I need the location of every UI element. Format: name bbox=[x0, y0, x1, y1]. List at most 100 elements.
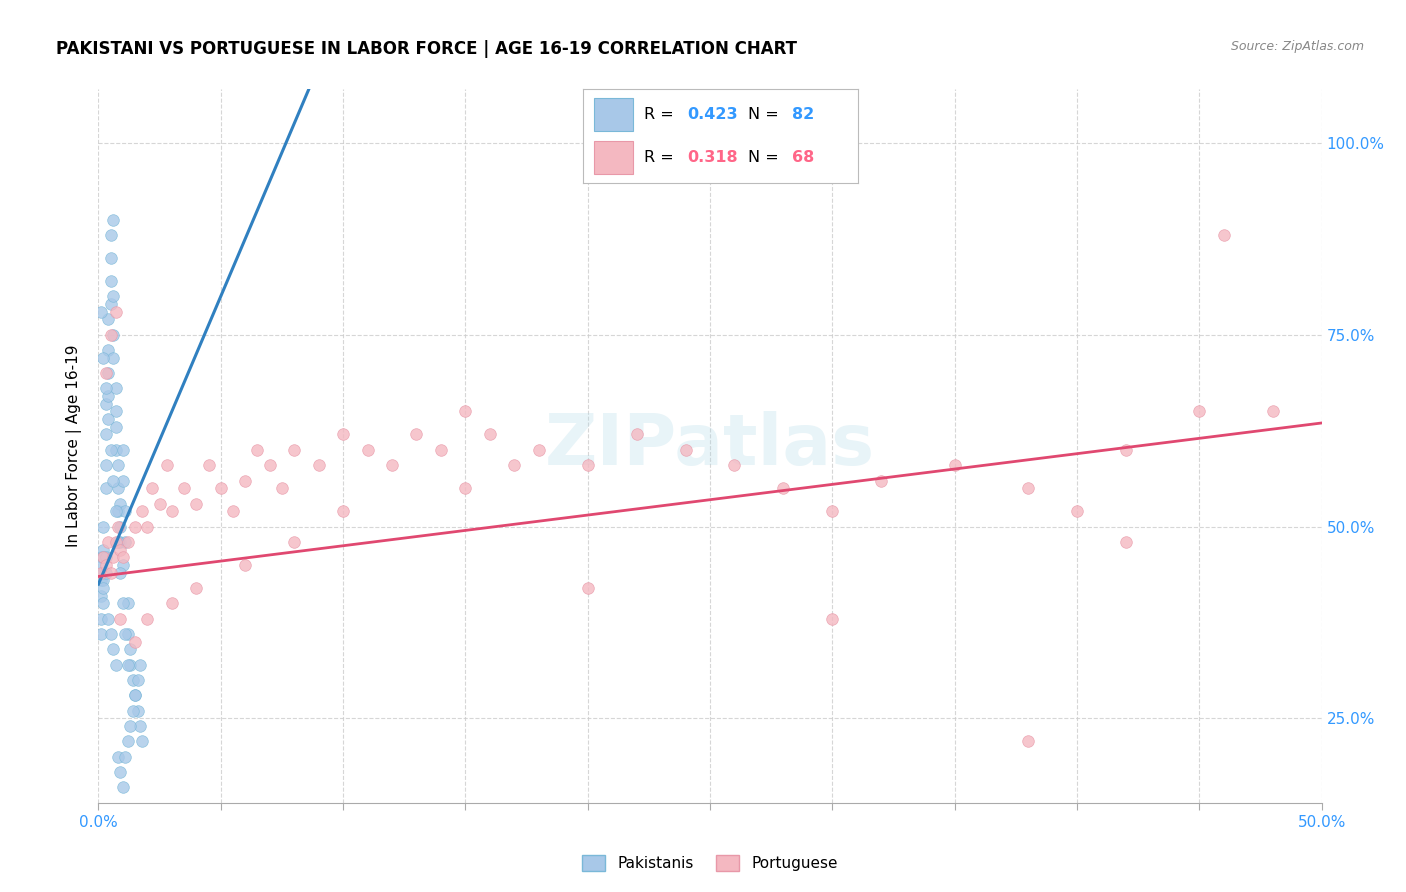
Point bbox=[94, 558, 117, 572]
Text: R =: R = bbox=[644, 150, 679, 165]
Point bbox=[209, 481, 232, 495]
FancyBboxPatch shape bbox=[595, 97, 633, 131]
Point bbox=[821, 612, 844, 626]
Point bbox=[131, 734, 153, 748]
Point bbox=[104, 419, 127, 434]
Point bbox=[101, 550, 124, 565]
Point bbox=[160, 596, 183, 610]
Point bbox=[186, 581, 208, 595]
Legend: Pakistanis, Portuguese: Pakistanis, Portuguese bbox=[576, 849, 844, 877]
Point bbox=[107, 535, 129, 549]
Point bbox=[100, 442, 122, 457]
Point bbox=[503, 458, 526, 473]
Point bbox=[91, 574, 114, 588]
Point bbox=[1066, 504, 1088, 518]
Point bbox=[356, 442, 378, 457]
Point bbox=[114, 627, 136, 641]
Point bbox=[1017, 734, 1039, 748]
Point bbox=[332, 504, 354, 518]
Point bbox=[110, 765, 132, 780]
Point bbox=[104, 535, 127, 549]
Point bbox=[772, 481, 794, 495]
Point bbox=[94, 397, 117, 411]
Point bbox=[110, 519, 132, 533]
Point bbox=[136, 519, 159, 533]
Point bbox=[100, 627, 122, 641]
Point bbox=[124, 634, 146, 648]
Text: N =: N = bbox=[748, 150, 785, 165]
Point bbox=[107, 504, 129, 518]
Point bbox=[723, 458, 745, 473]
Point bbox=[149, 497, 172, 511]
Point bbox=[107, 519, 129, 533]
Point bbox=[111, 780, 134, 795]
Point bbox=[114, 504, 136, 518]
Text: N =: N = bbox=[748, 107, 785, 122]
Point bbox=[107, 749, 129, 764]
Point bbox=[111, 474, 134, 488]
Point bbox=[283, 535, 305, 549]
Point bbox=[675, 442, 697, 457]
Point bbox=[120, 719, 142, 733]
Point bbox=[127, 704, 149, 718]
Point bbox=[124, 519, 146, 533]
Point bbox=[1017, 481, 1039, 495]
Point bbox=[121, 704, 143, 718]
Point bbox=[156, 458, 179, 473]
Point bbox=[107, 458, 129, 473]
Point bbox=[430, 442, 453, 457]
Point bbox=[117, 734, 139, 748]
Point bbox=[90, 574, 112, 588]
Point bbox=[233, 474, 256, 488]
Point bbox=[141, 481, 163, 495]
Text: 0.318: 0.318 bbox=[688, 150, 738, 165]
Point bbox=[332, 427, 354, 442]
Point bbox=[576, 458, 599, 473]
Point bbox=[110, 612, 132, 626]
Point bbox=[91, 519, 114, 533]
Point bbox=[91, 542, 114, 557]
Point bbox=[101, 351, 124, 365]
Point bbox=[100, 251, 122, 265]
Point bbox=[1115, 442, 1137, 457]
Point bbox=[527, 442, 550, 457]
Point bbox=[110, 566, 132, 580]
FancyBboxPatch shape bbox=[595, 141, 633, 175]
Point bbox=[91, 581, 114, 595]
Point bbox=[120, 657, 142, 672]
Point bbox=[94, 550, 117, 565]
Point bbox=[233, 558, 256, 572]
Point bbox=[90, 566, 112, 580]
Point bbox=[100, 227, 122, 242]
Point bbox=[454, 481, 477, 495]
Point bbox=[97, 366, 120, 380]
Point bbox=[117, 657, 139, 672]
Point bbox=[160, 504, 183, 518]
Point bbox=[870, 474, 893, 488]
Point bbox=[90, 304, 112, 318]
Point bbox=[120, 642, 142, 657]
Point bbox=[97, 612, 120, 626]
Point bbox=[381, 458, 404, 473]
Point bbox=[186, 497, 208, 511]
Point bbox=[283, 442, 305, 457]
Point bbox=[1115, 535, 1137, 549]
Point bbox=[111, 442, 134, 457]
Point bbox=[259, 458, 281, 473]
Point bbox=[94, 381, 117, 395]
Point bbox=[97, 535, 120, 549]
Point bbox=[100, 297, 122, 311]
Point bbox=[136, 612, 159, 626]
Point bbox=[101, 474, 124, 488]
Point bbox=[100, 327, 122, 342]
Text: 82: 82 bbox=[792, 107, 814, 122]
Point bbox=[114, 749, 136, 764]
Point bbox=[111, 550, 134, 565]
Point bbox=[91, 596, 114, 610]
Point bbox=[111, 596, 134, 610]
Point bbox=[478, 427, 501, 442]
Point bbox=[626, 427, 648, 442]
Point bbox=[129, 657, 152, 672]
Point bbox=[94, 366, 117, 380]
Point bbox=[104, 404, 127, 418]
